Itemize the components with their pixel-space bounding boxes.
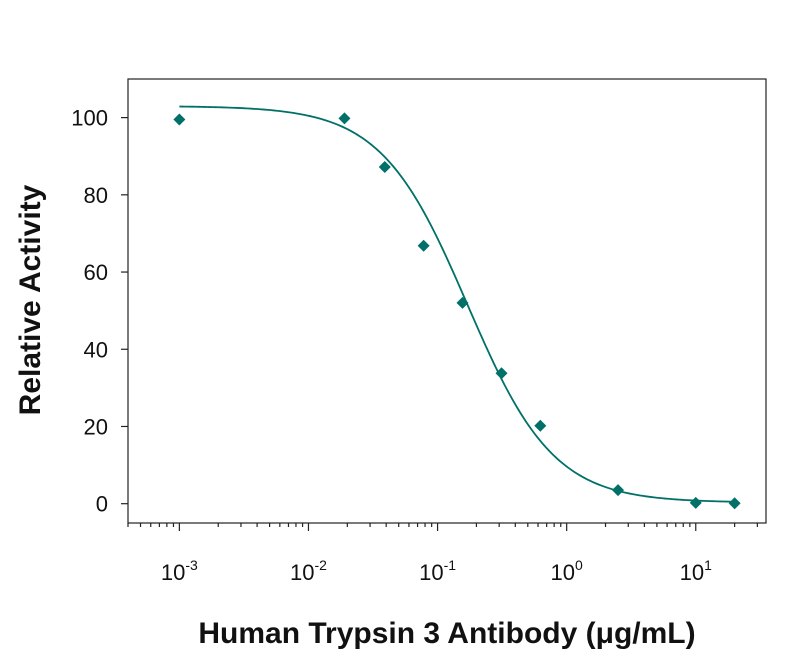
data-point [173,113,186,126]
data-point [689,496,702,509]
data-point [417,239,430,252]
data-point [338,112,351,125]
x-tick-label: 100 [551,557,583,585]
x-tick-label: 10-2 [290,557,327,585]
data-point [612,484,625,497]
y-tick-label: 80 [84,183,108,208]
y-axis-title: Relative Activity [14,184,47,415]
x-axis-ticks [127,523,758,531]
y-tick-label: 40 [84,337,108,362]
data-point [534,419,547,432]
y-axis-ticks [121,117,128,505]
fit-curve [179,105,735,503]
data-point [728,497,741,510]
x-tick-label: 101 [680,557,712,585]
y-tick-label: 100 [71,106,108,131]
data-point [456,296,469,309]
data-points [173,112,741,510]
y-tick-label: 20 [84,414,108,439]
x-tick-label: 10-3 [161,557,198,585]
y-tick-label: 60 [84,260,108,285]
x-tick-label: 10-1 [419,557,456,585]
x-axis-tick-labels: 10-3 10-2 10-1 100 101 [161,557,712,585]
y-axis-tick-labels: 0 20 40 60 80 100 [71,106,108,517]
data-point [495,367,508,380]
y-tick-label: 0 [96,492,108,517]
x-axis-title: Human Trypsin 3 Antibody (μg/mL) [198,617,695,650]
plot-frame [127,78,767,524]
data-point [378,161,391,174]
